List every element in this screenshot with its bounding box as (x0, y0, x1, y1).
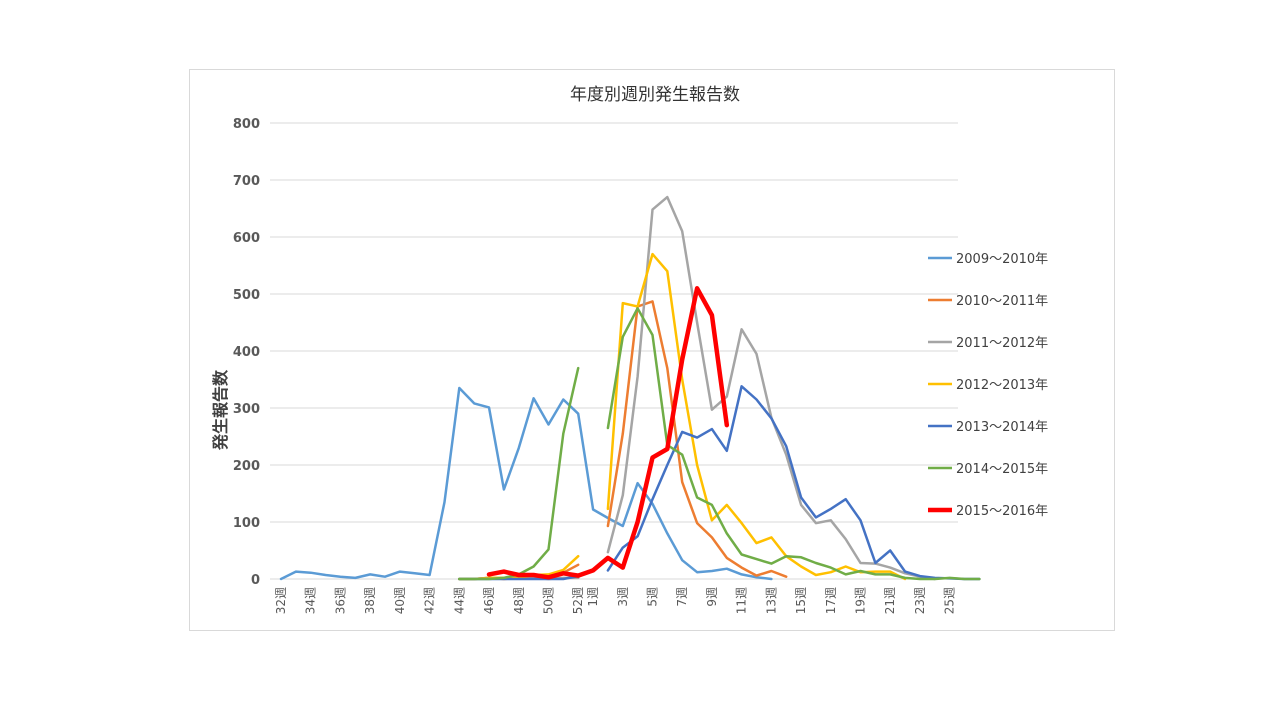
x-tick-label: 7週 (675, 587, 689, 607)
x-tick-label: 11週 (735, 587, 749, 614)
legend-entry: 2015～2016年 (956, 504, 1048, 519)
x-tick-label: 32週 (274, 587, 288, 614)
grid-lines (270, 122, 958, 580)
y-axis-ticks: 0 100 200 300 400 500 600 700 800 (233, 117, 260, 588)
y-tick-label: 100 (233, 516, 260, 531)
x-tick-label: 52週 (571, 587, 585, 614)
y-tick-label: 600 (233, 231, 260, 246)
y-tick-label: 700 (233, 174, 260, 189)
legend-entry: 2010～2011年 (956, 294, 1048, 309)
x-tick-label: 44週 (452, 587, 466, 614)
y-tick-label: 400 (233, 345, 260, 360)
series-line (279, 386, 773, 581)
x-tick-label: 38週 (363, 587, 377, 614)
legend-entry: 2013～2014年 (956, 420, 1048, 435)
y-tick-label: 500 (233, 288, 260, 303)
y-tick-label: 800 (233, 117, 260, 132)
y-tick-label: 0 (251, 573, 260, 588)
y-axis-label: 発生報告数 (211, 369, 230, 451)
x-tick-label: 50週 (541, 587, 555, 614)
y-tick-label: 200 (233, 459, 260, 474)
x-tick-label: 19週 (854, 587, 868, 614)
x-tick-label: 46週 (482, 587, 496, 614)
x-tick-label: 15週 (794, 587, 808, 614)
x-tick-label: 34週 (304, 587, 318, 614)
x-tick-label: 25週 (943, 587, 957, 614)
x-tick-label: 1週 (586, 587, 600, 607)
legend-entry: 2011～2012年 (956, 336, 1048, 351)
legend-entry: 2009～2010年 (956, 252, 1048, 267)
y-tick-label: 300 (233, 402, 260, 417)
x-tick-label: 23週 (913, 587, 927, 614)
x-tick-label: 40週 (393, 587, 407, 614)
x-tick-label: 48週 (512, 587, 526, 614)
x-tick-label: 3週 (616, 587, 630, 607)
x-tick-label: 42週 (423, 587, 437, 614)
legend-entry: 2014～2015年 (956, 462, 1048, 477)
x-tick-label: 36週 (333, 587, 347, 614)
series-line (486, 286, 730, 580)
legend: 2009～2010年 2010～2011年 2011～2012年 2012～2013年… (928, 252, 1048, 519)
series-lines (279, 195, 981, 581)
chart-frame: 年度別週別発生報告数 0 100 200 300 400 500 600 700 800 32週… (189, 69, 1115, 631)
x-tick-label: 9週 (705, 587, 719, 607)
chart-title: 年度別週別発生報告数 (570, 85, 740, 105)
x-tick-label: 13週 (764, 587, 778, 614)
legend-entry: 2012～2013年 (956, 378, 1048, 393)
weekly-report-line-chart: 年度別週別発生報告数 0 100 200 300 400 500 600 700 800 32週… (211, 85, 1048, 614)
series-line (458, 307, 981, 581)
x-tick-label: 21週 (883, 587, 897, 614)
x-axis-ticks: 32週 34週 36週 38週 40週 42週 44週 46週 48週 50週 52週 1週 3週 5週 7… (274, 587, 957, 614)
x-tick-label: 5週 (645, 587, 659, 607)
x-tick-label: 17週 (824, 587, 838, 614)
series-line (458, 385, 981, 581)
